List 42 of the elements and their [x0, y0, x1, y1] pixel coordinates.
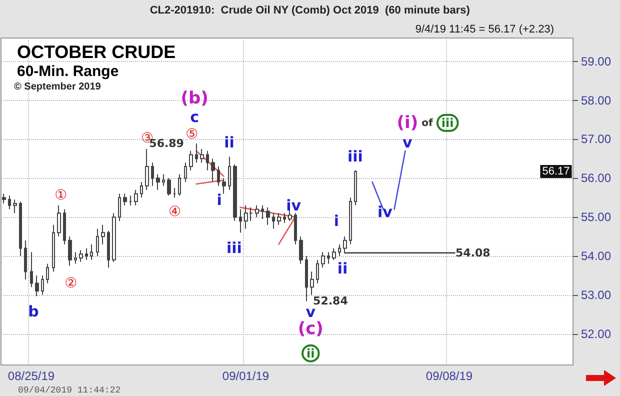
text: 09/04/2019 11:44:22: [18, 386, 121, 396]
annotation: 54.08: [456, 246, 490, 260]
y-tick-label: 54.00: [581, 249, 612, 263]
text: 60-Min. Range: [17, 63, 119, 80]
text: 9/4/19 11:45 = 56.17 (+2.23): [415, 24, 554, 36]
text: CL2-201910: Crude Oil NY (Comb) Oct 2019 (60 minute bars): [150, 4, 470, 16]
annotation: © September 2019: [14, 82, 102, 92]
chart-title: OCTOBER CRUDE: [17, 42, 176, 62]
annotation: 56.17: [542, 166, 570, 178]
annotation: ii: [224, 133, 234, 152]
annotation: iii: [347, 147, 363, 166]
annotation: i: [216, 190, 222, 209]
annotation: (i): [396, 112, 418, 133]
annotation: iv: [377, 203, 393, 222]
annotation: v: [306, 303, 316, 322]
annotation: (b): [180, 88, 208, 109]
y-tick-label: 56.00: [581, 171, 612, 186]
annotation: ii: [306, 346, 315, 360]
x-tick-label: 08/25/19: [8, 369, 55, 383]
annotation: of: [422, 118, 434, 130]
y-tick-label: 52.00: [581, 326, 612, 341]
annotation: ②: [64, 275, 78, 292]
annotation: iii: [441, 116, 454, 130]
annotation: 52.84: [313, 294, 348, 308]
annotation: c: [190, 108, 200, 126]
y-tick-label: 55.00: [581, 210, 612, 224]
y-tick-label: 58.00: [581, 93, 612, 108]
annotation: ⑤: [186, 126, 198, 143]
annotation: ④: [168, 204, 182, 220]
y-tick-label: 59.00: [581, 54, 612, 68]
annotation: iv: [286, 196, 302, 214]
annotation: v: [402, 133, 413, 152]
y-tick-label: 53.00: [581, 288, 612, 302]
annotation: ii: [337, 259, 348, 278]
x-tick-label: 09/08/19: [426, 369, 473, 383]
annotation: iii: [226, 239, 242, 258]
annotation: ①: [54, 188, 68, 204]
annotation: i: [334, 212, 340, 230]
annotation: (c): [298, 319, 324, 340]
annotation: b: [28, 302, 40, 320]
y-tick-label: 57.00: [581, 132, 612, 146]
x-tick-label: 09/01/19: [222, 369, 270, 383]
